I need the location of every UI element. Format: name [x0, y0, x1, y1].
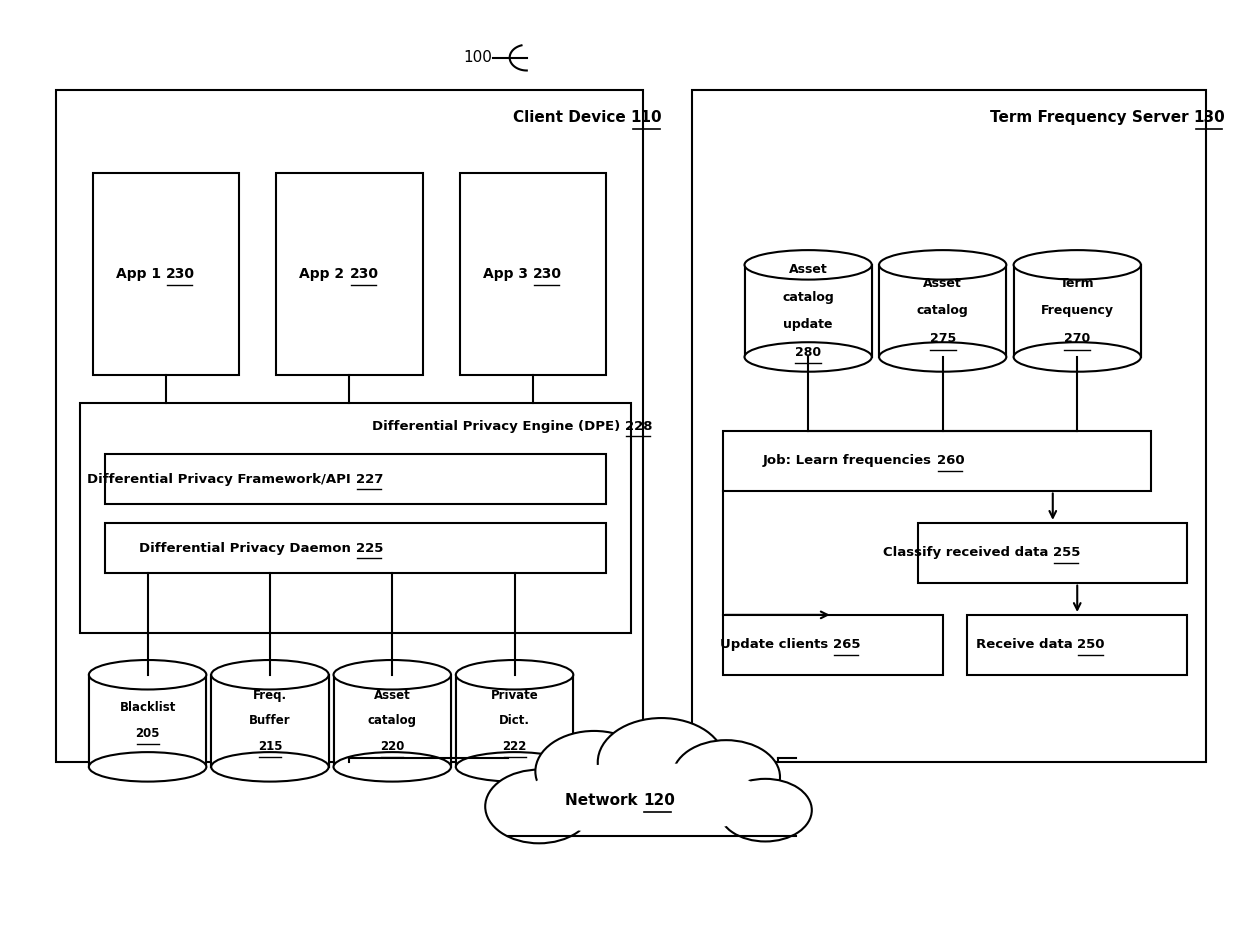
FancyBboxPatch shape [919, 523, 1188, 583]
Ellipse shape [456, 752, 573, 782]
Ellipse shape [1013, 342, 1141, 372]
Text: 222: 222 [502, 741, 527, 753]
Text: 205: 205 [135, 727, 160, 741]
Text: Asset: Asset [924, 277, 962, 290]
FancyBboxPatch shape [502, 781, 790, 845]
Text: Client Device: Client Device [513, 110, 631, 125]
Text: Job: Learn frequencies: Job: Learn frequencies [763, 454, 936, 468]
Text: catalog: catalog [782, 291, 835, 304]
Text: Term: Term [1060, 277, 1095, 290]
FancyBboxPatch shape [723, 431, 1151, 491]
Ellipse shape [1013, 251, 1141, 280]
FancyBboxPatch shape [1013, 265, 1141, 357]
Text: 230: 230 [166, 267, 195, 281]
FancyBboxPatch shape [105, 453, 606, 504]
Text: 250: 250 [1078, 639, 1105, 652]
Ellipse shape [334, 660, 451, 689]
FancyBboxPatch shape [744, 265, 872, 357]
Text: 230: 230 [350, 267, 378, 281]
Text: 265: 265 [832, 639, 861, 652]
Text: App 1: App 1 [117, 267, 166, 281]
Text: 110: 110 [631, 110, 662, 125]
Text: Asset: Asset [374, 688, 410, 701]
Text: update: update [784, 318, 833, 331]
FancyBboxPatch shape [93, 173, 239, 375]
Text: 255: 255 [1053, 546, 1080, 559]
Ellipse shape [89, 752, 206, 782]
Ellipse shape [719, 779, 812, 842]
FancyBboxPatch shape [277, 173, 423, 375]
FancyBboxPatch shape [879, 265, 1007, 357]
Text: App 2: App 2 [299, 267, 350, 281]
Text: Freq.: Freq. [253, 688, 286, 701]
FancyBboxPatch shape [211, 675, 329, 767]
Text: Private: Private [491, 688, 538, 701]
Text: Classify received data: Classify received data [883, 546, 1053, 559]
FancyBboxPatch shape [56, 90, 644, 762]
Ellipse shape [598, 718, 725, 807]
Text: Differential Privacy Engine (DPE): Differential Privacy Engine (DPE) [372, 420, 625, 433]
FancyBboxPatch shape [81, 403, 631, 633]
Ellipse shape [89, 660, 206, 689]
Text: 280: 280 [795, 346, 821, 359]
FancyBboxPatch shape [456, 675, 573, 767]
Ellipse shape [456, 660, 573, 689]
Ellipse shape [879, 342, 1007, 372]
Text: 225: 225 [356, 541, 383, 554]
FancyBboxPatch shape [692, 90, 1205, 762]
Ellipse shape [211, 752, 329, 782]
Ellipse shape [536, 731, 652, 812]
Text: 215: 215 [258, 741, 283, 753]
Text: 230: 230 [533, 267, 562, 281]
Text: Receive data: Receive data [976, 639, 1078, 652]
Text: 275: 275 [930, 332, 956, 345]
Text: Network: Network [565, 794, 644, 809]
Text: 228: 228 [625, 420, 652, 433]
Text: 260: 260 [936, 454, 965, 468]
FancyBboxPatch shape [334, 675, 451, 767]
Text: 130: 130 [1193, 110, 1225, 125]
Text: Blacklist: Blacklist [119, 701, 176, 714]
FancyBboxPatch shape [967, 615, 1188, 675]
Text: Differential Privacy Framework/API: Differential Privacy Framework/API [87, 472, 356, 485]
Text: Frequency: Frequency [1040, 305, 1114, 317]
FancyBboxPatch shape [105, 523, 606, 573]
Text: 100: 100 [464, 50, 492, 65]
Text: Dict.: Dict. [498, 714, 529, 727]
FancyBboxPatch shape [460, 173, 606, 375]
Text: Asset: Asset [789, 263, 827, 276]
Text: Update clients: Update clients [719, 639, 832, 652]
FancyBboxPatch shape [89, 675, 206, 767]
Ellipse shape [744, 342, 872, 372]
Ellipse shape [211, 660, 329, 689]
Text: Term Frequency Server: Term Frequency Server [990, 110, 1193, 125]
Text: 220: 220 [381, 741, 404, 753]
FancyBboxPatch shape [723, 615, 942, 675]
Text: 227: 227 [356, 472, 383, 485]
Ellipse shape [485, 770, 593, 843]
Ellipse shape [334, 752, 451, 782]
Text: 120: 120 [644, 794, 675, 809]
Text: Differential Privacy Daemon: Differential Privacy Daemon [139, 541, 356, 554]
Text: catalog: catalog [368, 714, 417, 727]
Ellipse shape [744, 251, 872, 280]
Text: 270: 270 [1064, 332, 1090, 345]
Ellipse shape [521, 762, 765, 836]
Ellipse shape [672, 741, 780, 813]
Text: App 3: App 3 [484, 267, 533, 281]
Ellipse shape [879, 251, 1007, 280]
Text: Buffer: Buffer [249, 714, 290, 727]
Text: catalog: catalog [916, 305, 968, 317]
